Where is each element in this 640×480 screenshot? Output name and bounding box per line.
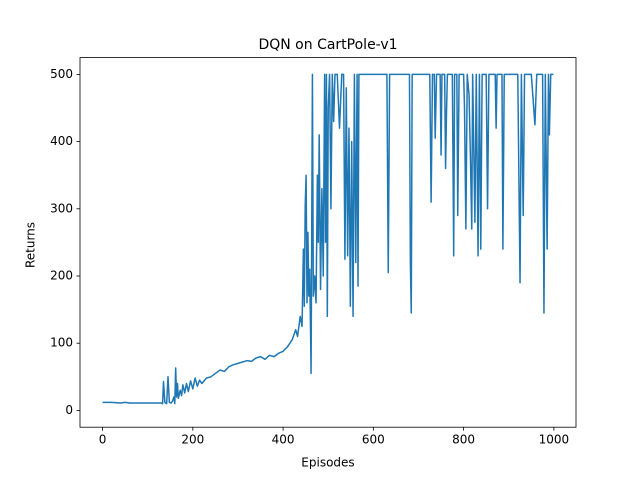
y-tick-label: 400 <box>50 134 73 148</box>
chart-title: DQN on CartPole-v1 <box>258 37 397 53</box>
y-tick-label: 100 <box>50 336 73 350</box>
x-axis-label: Episodes <box>301 456 354 470</box>
x-tick-label: 800 <box>452 433 475 447</box>
plot-frame <box>79 57 577 428</box>
y-tick-label: 200 <box>50 269 73 283</box>
x-tick-label: 600 <box>362 433 385 447</box>
y-tick-label: 0 <box>65 403 73 417</box>
x-tick-label: 200 <box>181 433 204 447</box>
y-axis-label: Returns <box>24 222 38 268</box>
data-line <box>102 73 554 405</box>
y-tick-label: 500 <box>50 67 73 81</box>
x-tick-label: 400 <box>272 433 295 447</box>
y-tick-label: 300 <box>50 201 73 215</box>
x-tick-label: 0 <box>99 433 107 447</box>
x-tick-label: 1000 <box>539 433 570 447</box>
